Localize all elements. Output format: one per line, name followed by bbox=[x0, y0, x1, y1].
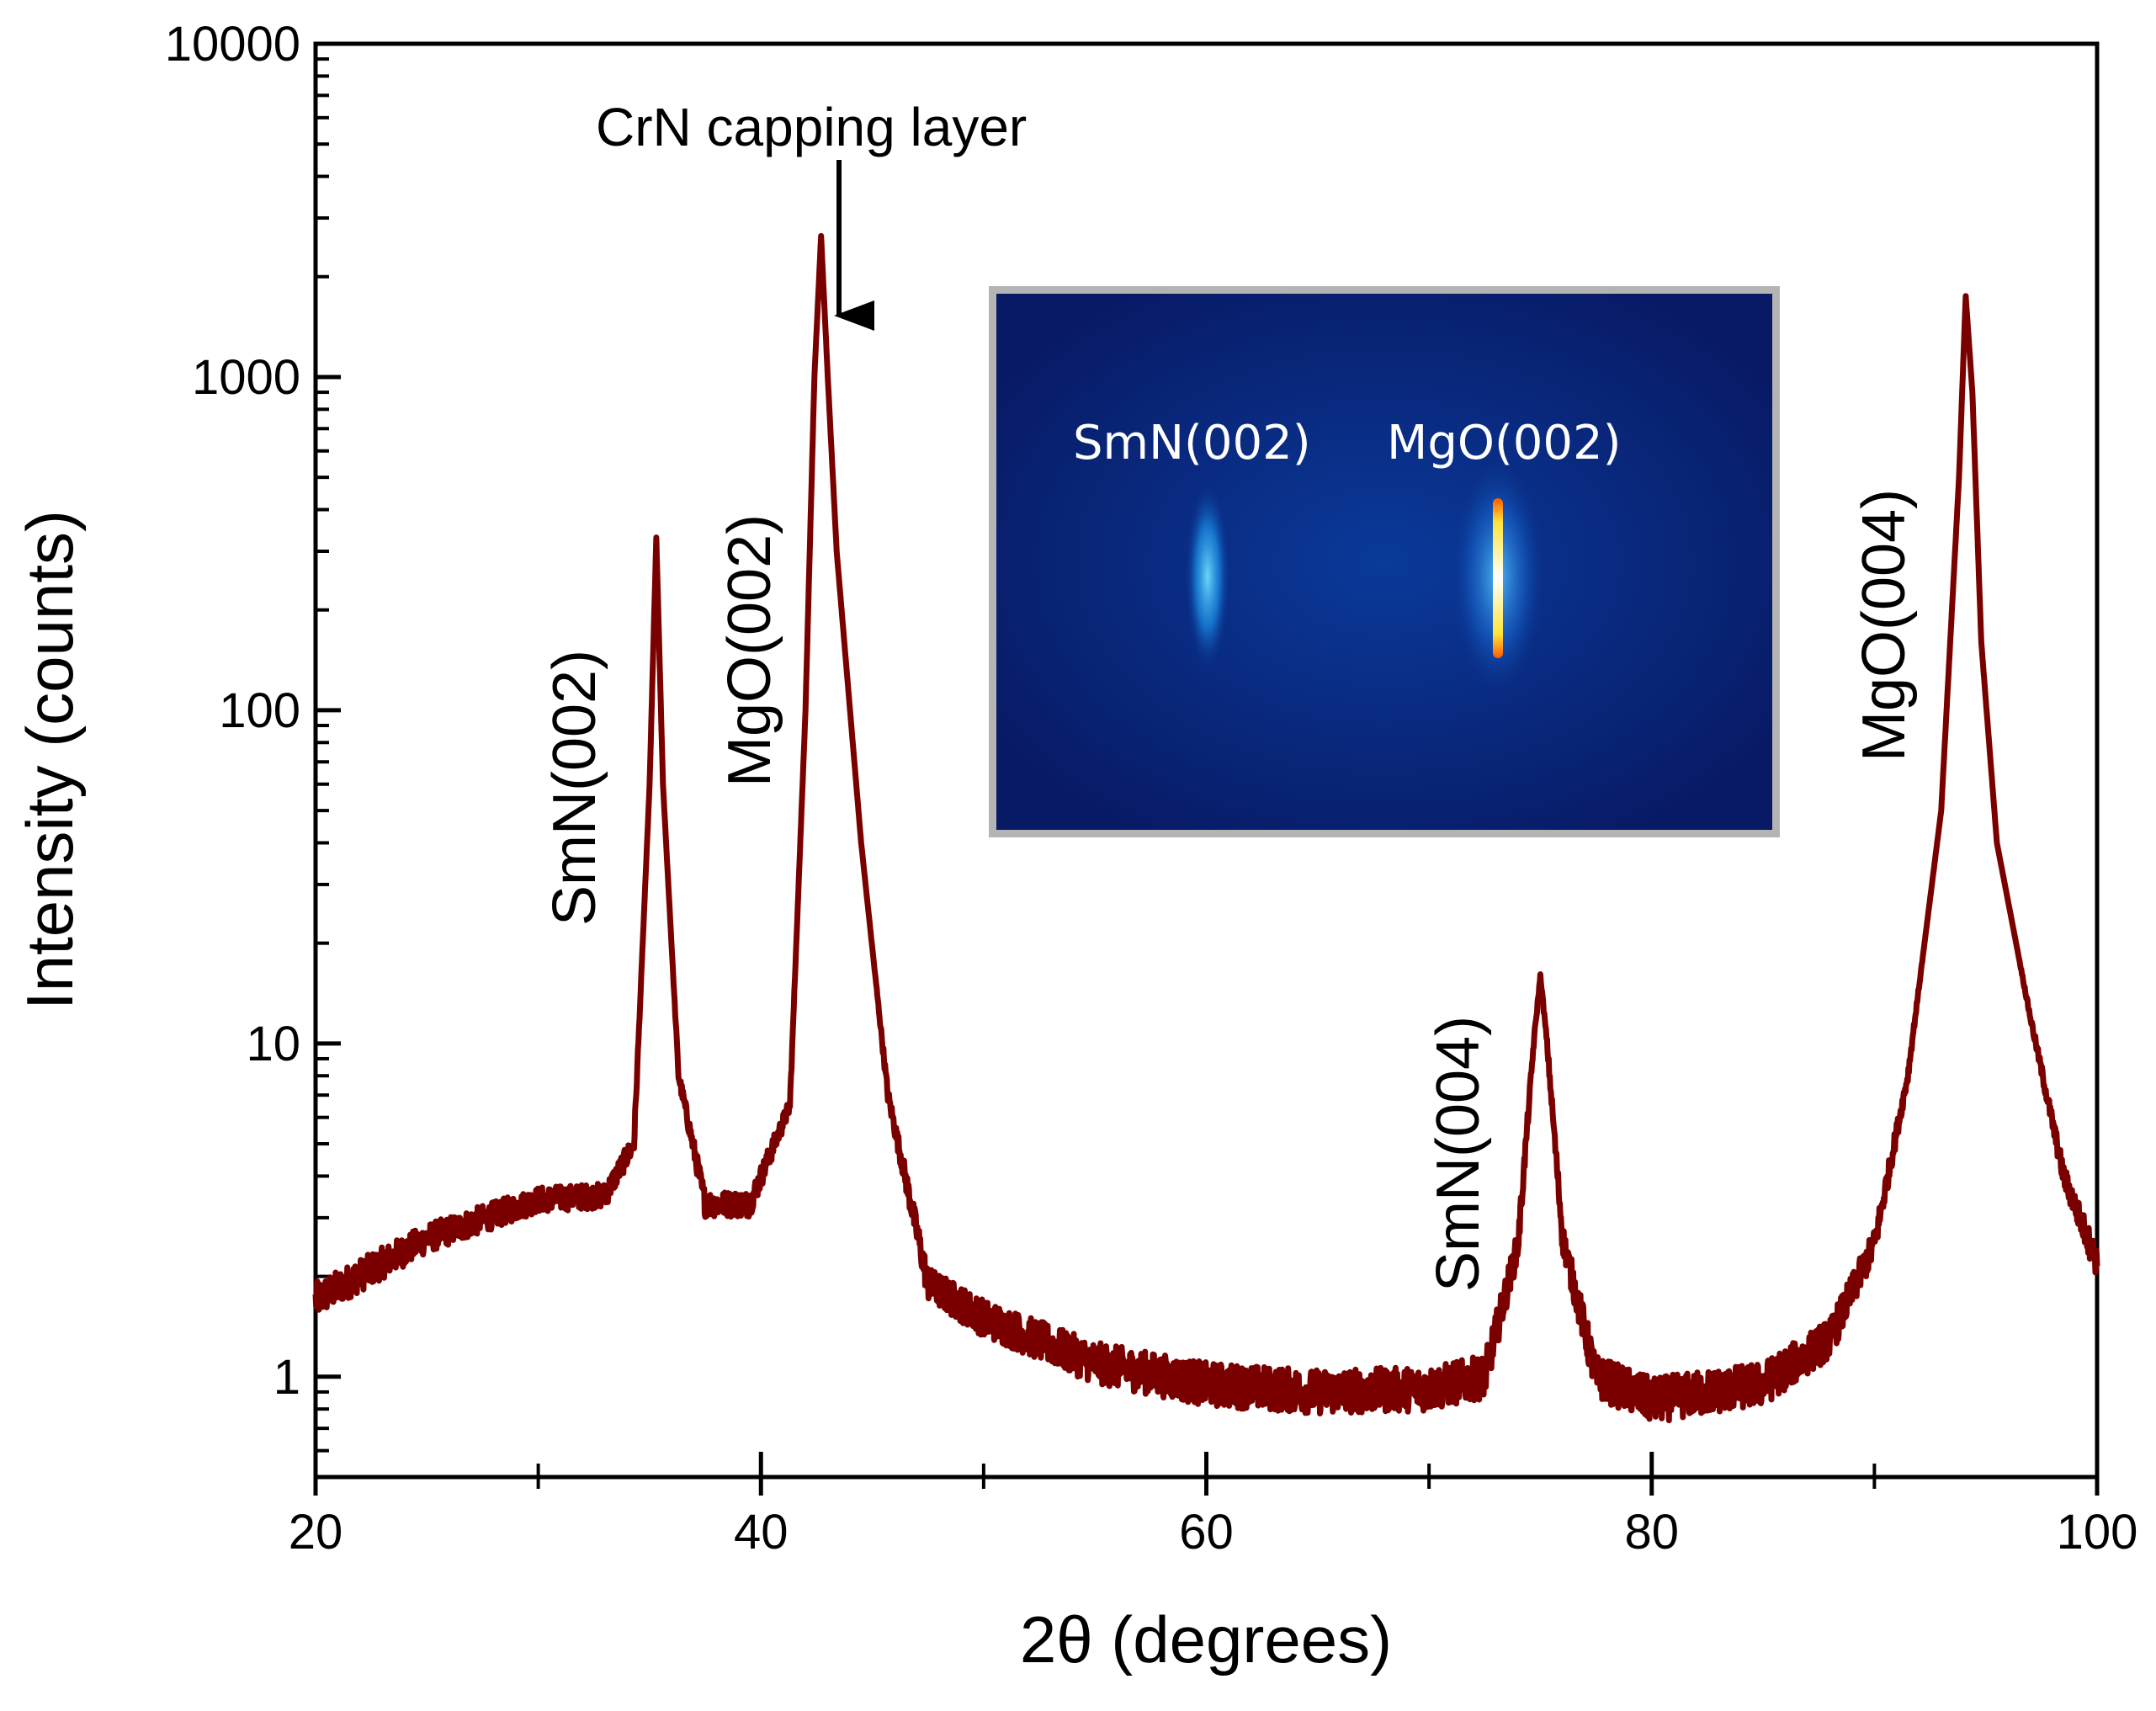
y-axis-title: Intensity (counts) bbox=[13, 510, 87, 1010]
x-axis-title: 2θ (degrees) bbox=[1020, 1602, 1392, 1676]
inset-smn-spot bbox=[1186, 484, 1229, 669]
x-tick-label: 100 bbox=[2057, 1505, 2138, 1560]
inset-mgo-streak bbox=[1493, 498, 1503, 658]
inset-diffraction-image: SmN(002) MgO(002) bbox=[989, 286, 1780, 837]
y-tick-label: 1 bbox=[273, 1350, 300, 1405]
y-axis-ticks: 1 10 100 1000 10000 bbox=[165, 17, 341, 1479]
peak-label-mgo002: MgO(002) bbox=[716, 514, 783, 787]
inset-label-smn002: SmN(002) bbox=[1073, 416, 1311, 470]
y-tick-label: 100 bbox=[219, 683, 300, 738]
xrd-series-line bbox=[312, 232, 2100, 1424]
y-tick-label: 10000 bbox=[165, 17, 300, 72]
peak-label-smn002: SmN(002) bbox=[541, 650, 608, 926]
peak-label-smn004: SmN(004) bbox=[1425, 1016, 1492, 1292]
x-tick-label: 60 bbox=[1179, 1505, 1234, 1560]
x-tick-label: 80 bbox=[1624, 1505, 1679, 1560]
y-tick-label: 1000 bbox=[192, 350, 300, 405]
y-tick-label: 10 bbox=[246, 1017, 300, 1071]
x-axis-ticks: 20 40 60 80 100 bbox=[289, 1452, 2138, 1560]
inset-label-mgo002: MgO(002) bbox=[1387, 416, 1622, 470]
crn-capping-annotation: CrN capping layer bbox=[596, 97, 1027, 157]
x-tick-label: 20 bbox=[289, 1505, 343, 1560]
x-tick-label: 40 bbox=[734, 1505, 789, 1560]
peak-label-mgo004: MgO(004) bbox=[1851, 489, 1918, 762]
